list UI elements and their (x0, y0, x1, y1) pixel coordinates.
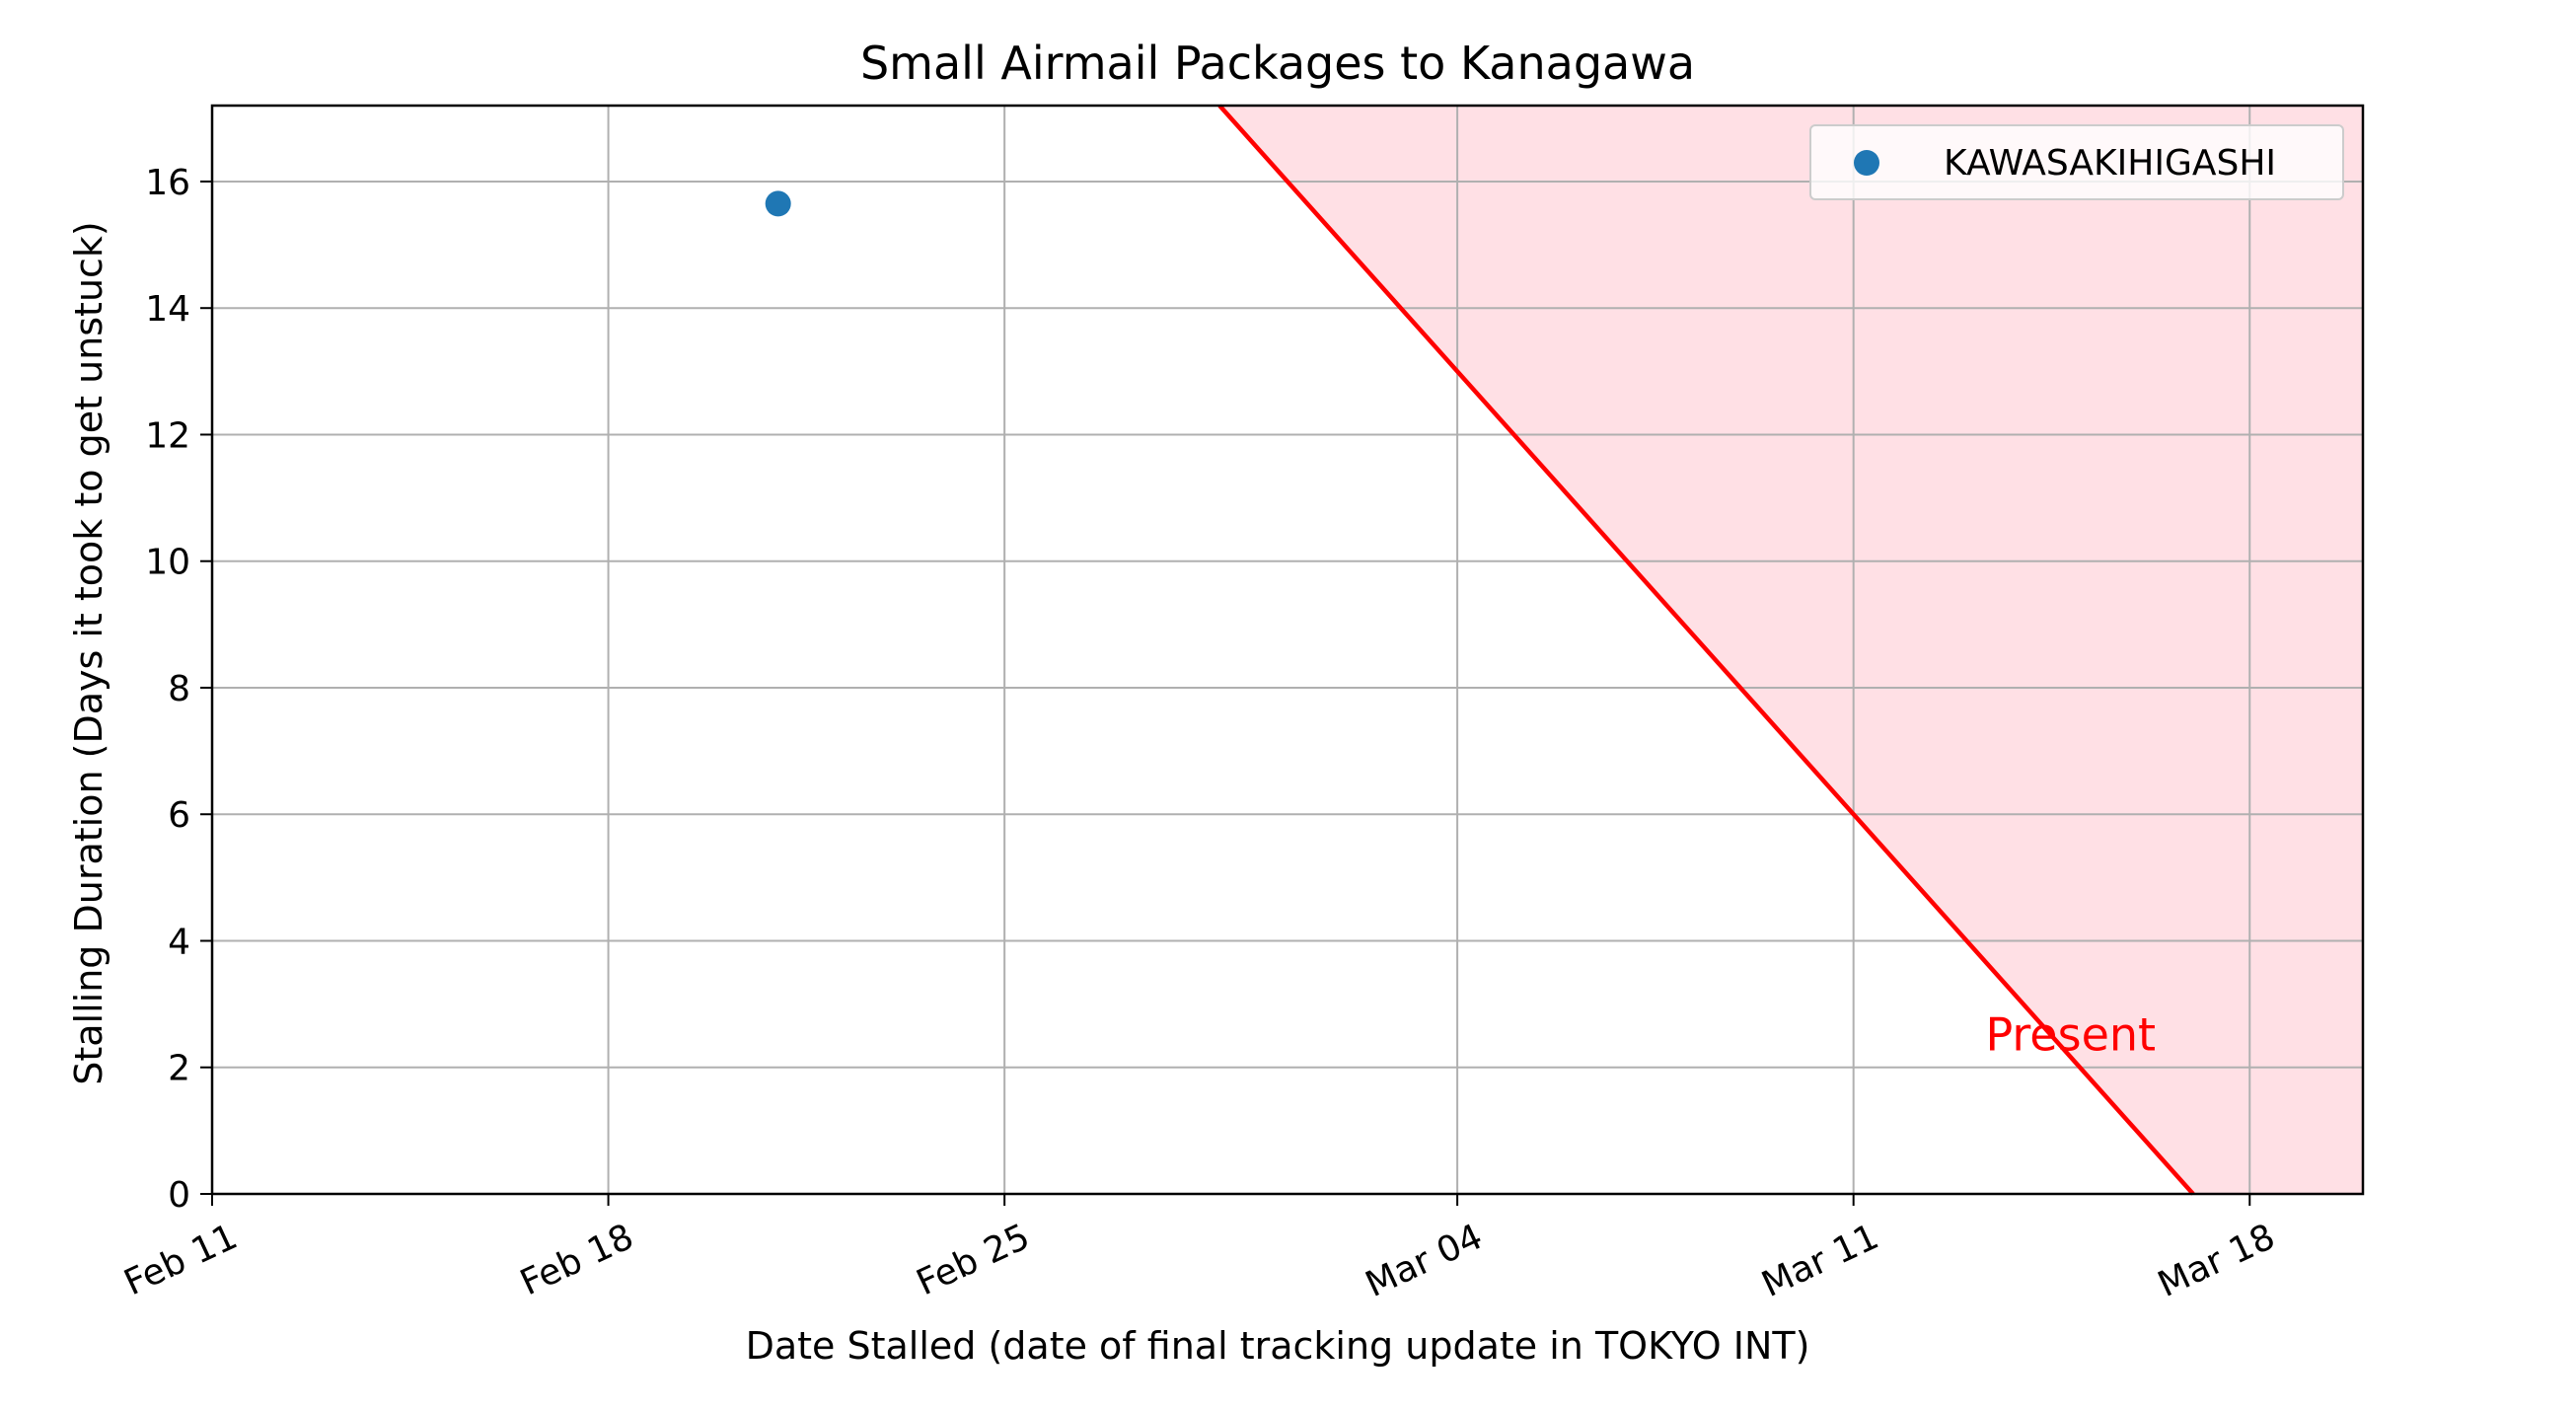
legend-box (1809, 124, 2344, 200)
y-tick-label: 12 (145, 415, 190, 456)
y-tick-label: 8 (168, 669, 190, 709)
plot-area (210, 104, 2365, 1196)
legend-label: KAWASAKIHIGASHI (1944, 143, 2276, 184)
y-tick-label: 14 (145, 289, 190, 330)
chart-title: Small Airmail Packages to Kanagawa (860, 37, 1695, 90)
y-tick-label: 10 (145, 543, 190, 583)
x-axis-label: Date Stalled (date of final tracking upd… (746, 1324, 1810, 1368)
data-point (765, 190, 791, 217)
y-tick-label: 16 (145, 163, 190, 203)
legend: KAWASAKIHIGASHI (1809, 124, 2344, 200)
legend-marker (1854, 150, 1879, 176)
y-axis-ticks: 0 2 4 6 8 10 12 14 16 (145, 163, 212, 1216)
data-points (765, 190, 791, 217)
present-annotation: Present (1985, 1008, 2156, 1062)
y-tick-label: 6 (168, 795, 190, 836)
present-line (1217, 104, 2195, 1196)
y-tick-label: 2 (168, 1049, 190, 1089)
present-region (1219, 106, 2363, 1194)
y-axis-label: Stalling Duration (Days it took to get u… (67, 221, 110, 1085)
plot-frame (210, 104, 2365, 1196)
y-tick-label: 0 (168, 1175, 190, 1216)
y-tick-label: 4 (168, 922, 190, 962)
